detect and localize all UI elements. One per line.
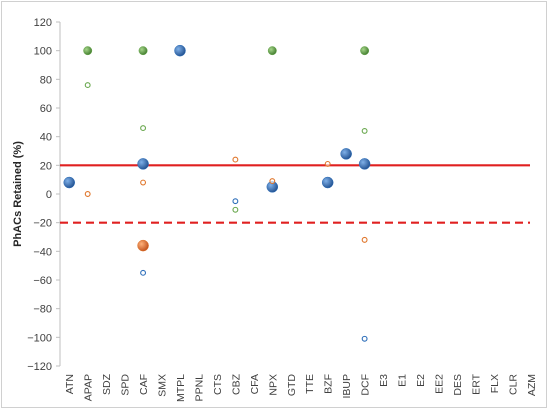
points-layer	[63, 44, 371, 342]
y-tick-label: −100	[27, 332, 52, 344]
data-point	[232, 206, 239, 213]
x-tick-label: E1	[397, 374, 409, 387]
x-tick-label: SPD	[120, 374, 132, 396]
data-point	[232, 156, 239, 163]
data-point	[140, 269, 147, 276]
data-point	[269, 178, 276, 185]
data-point	[321, 176, 334, 189]
x-tick-label: FLX	[489, 374, 501, 393]
x-tick-label: PPNL	[193, 374, 205, 402]
y-tick-label: −20	[33, 218, 52, 230]
x-tick-label: CBZ	[230, 373, 242, 395]
y-tick-label: −80	[33, 304, 52, 316]
x-tick-label: DCF	[360, 374, 372, 396]
x-tick-label: ATN	[64, 374, 76, 394]
data-point	[174, 44, 186, 57]
x-tick-label: E3	[378, 374, 390, 387]
x-tick-label: NPX	[267, 374, 279, 396]
data-point	[324, 160, 331, 167]
x-tick-label: E2	[415, 374, 427, 387]
y-tick-label: 20	[40, 160, 52, 172]
reference-lines-layer	[60, 164, 530, 224]
x-tick-label: TTE	[304, 374, 316, 394]
x-tick-label: CAF	[138, 374, 150, 395]
y-tick-label: 80	[40, 74, 52, 86]
x-tick-label: ERT	[470, 373, 482, 394]
y-tick-label: 40	[40, 132, 52, 144]
y-tick-label: 60	[40, 103, 52, 115]
y-tick-label: −60	[33, 275, 52, 287]
labels-layer: 120 100 80 60 40 20 0 −20 −40 −60 −80 −100 −120 ATN AP…	[12, 17, 538, 402]
x-tick-label: AZM	[526, 374, 538, 396]
x-tick-label: MTPL	[175, 374, 187, 402]
data-point	[83, 46, 93, 56]
data-point	[140, 125, 147, 132]
x-tick-label: GTD	[286, 374, 298, 397]
data-point	[137, 158, 149, 170]
data-point	[361, 335, 368, 342]
data-point	[138, 46, 148, 56]
y-tick-label: −120	[27, 361, 52, 373]
y-tick-label: 120	[34, 17, 52, 29]
x-tick-label: CTS	[212, 374, 224, 395]
data-point	[140, 179, 147, 186]
x-tick-label: CFA	[249, 374, 261, 394]
data-point	[267, 46, 277, 56]
data-point	[361, 236, 368, 243]
y-tick-label: −40	[33, 246, 52, 258]
x-tick-label: IBUP	[341, 374, 353, 399]
y-axis-title: PhACs Retained (%)	[12, 141, 24, 247]
data-point	[232, 198, 239, 205]
data-point	[358, 158, 371, 170]
x-tick-label: SMX	[157, 374, 169, 397]
data-point	[340, 148, 352, 160]
x-tick-label: BZF	[323, 374, 335, 394]
data-point	[63, 176, 75, 189]
y-tick-label: 0	[46, 189, 52, 201]
y-tick-label: 100	[34, 46, 52, 58]
data-point	[84, 191, 91, 197]
data-point	[360, 46, 370, 56]
x-tick-label: APAP	[83, 374, 95, 401]
x-tick-label: DES	[452, 374, 464, 396]
x-tick-label: CLR	[507, 374, 519, 395]
x-tick-label: EE2	[433, 374, 445, 394]
data-point	[137, 239, 149, 252]
data-point	[361, 127, 368, 134]
x-tick-label: SDZ	[101, 373, 113, 395]
data-point	[84, 82, 91, 89]
axes-layer	[56, 21, 61, 367]
